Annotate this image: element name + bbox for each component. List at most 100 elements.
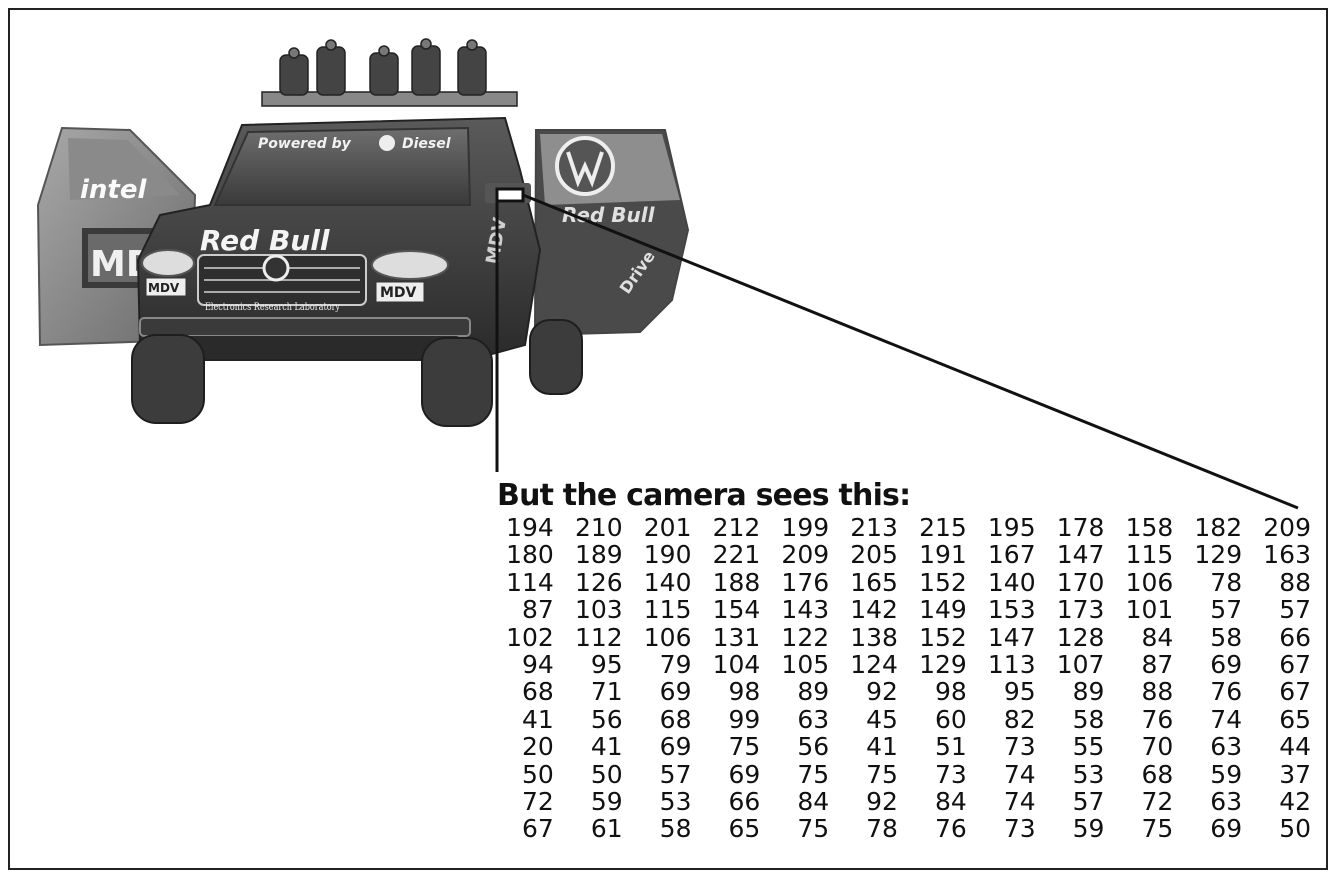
pixel-value-cell: 106	[1125, 567, 1174, 597]
pixel-value-cell: 59	[1210, 759, 1243, 789]
pixel-value-cell: 129	[919, 650, 967, 680]
pixel-value-cell: 37	[1279, 759, 1311, 789]
pixel-value-cell: 112	[574, 622, 623, 652]
pixel-value-cell: 84	[797, 787, 830, 817]
pixel-value-cell: 42	[1279, 787, 1311, 817]
pixel-value-cell: 75	[728, 732, 761, 762]
pixel-value-cell: 76	[1141, 704, 1174, 734]
matrix-row: 20 41 69 75 56 41 51 73 55 70 63 44	[485, 732, 1311, 762]
pixel-value-cell: 92	[866, 787, 898, 817]
pixel-value-cell: 92	[866, 677, 898, 707]
pixel-value-cell: 189	[574, 540, 623, 570]
matrix-row: 67 61 58 65 75 78 76 73 59 75 69 50	[485, 814, 1311, 844]
pixel-value-cell: 94	[522, 650, 554, 680]
pixel-value-cell: 158	[1125, 513, 1174, 542]
pixel-value-cell: 98	[728, 677, 761, 707]
wheels	[131, 319, 583, 427]
pixel-value-cell: 138	[850, 622, 898, 652]
pixel-value-cell: 58	[1210, 622, 1243, 652]
pixel-value-cell: 84	[1141, 622, 1174, 652]
matrix-row: 114 126 140 188 176 165 152 140 170 106 78 88	[485, 567, 1311, 597]
pixel-value-cell: 215	[919, 513, 967, 542]
pixel-value-cell: 205	[850, 540, 898, 570]
pixel-value-cell: 89	[1072, 677, 1105, 707]
diesel-label: Diesel	[402, 136, 451, 152]
pixel-value-cell: 195	[987, 513, 1036, 542]
pixel-value-cell: 95	[590, 650, 623, 680]
pixel-value-cell: 78	[1210, 567, 1243, 597]
pixel-value-cell: 63	[1210, 732, 1243, 762]
pixel-value-cell: 201	[643, 513, 692, 542]
matrix-row: 102 112 106 131 122 138 152 147 128 84 58 66	[485, 622, 1311, 652]
pixel-value-cell: 188	[712, 567, 761, 597]
right-mdv-badge: MDV	[380, 285, 417, 301]
pixel-value-cell: 72	[1141, 787, 1174, 817]
pixel-value-cell: 45	[866, 704, 898, 734]
pixel-value-cell: 210	[574, 513, 623, 542]
pixel-value-cell: 103	[574, 595, 623, 625]
pixel-value-cell: 56	[797, 732, 830, 762]
pixel-value-cell: 65	[728, 814, 761, 844]
pixel-value-cell: 98	[934, 677, 967, 707]
pixel-value-cell: 190	[643, 540, 692, 570]
pixel-value-cell: 82	[1003, 704, 1036, 734]
pixel-value-cell: 106	[643, 622, 692, 652]
pixel-value-cell: 113	[987, 650, 1036, 680]
pixel-value-cell: 126	[574, 567, 623, 597]
left-headlight	[141, 249, 195, 277]
pixel-value-cell: 107	[1056, 650, 1105, 680]
pixel-value-cell: 78	[866, 814, 898, 844]
pixel-value-cell: 74	[1003, 787, 1036, 817]
pixel-value-cell: 105	[781, 650, 830, 680]
pixel-value-cell: 95	[1003, 677, 1036, 707]
pixel-value-cell: 178	[1056, 513, 1105, 542]
pixel-value-cell: 75	[1141, 814, 1174, 844]
pixel-value-cell: 122	[781, 622, 830, 652]
pixel-value-cell: 74	[1210, 704, 1243, 734]
pixel-value-cell: 69	[728, 759, 761, 789]
door-redbull-logo: Red Bull	[562, 203, 656, 227]
pixel-value-cell: 63	[1210, 787, 1243, 817]
pixel-value-cell: 41	[590, 732, 623, 762]
pixel-value-cell: 129	[1194, 540, 1243, 570]
pixel-value-cell: 152	[919, 622, 967, 652]
pixel-value-cell: 68	[659, 704, 692, 734]
intel-logo: intel	[80, 175, 147, 205]
matrix-row: 50 50 57 69 75 75 73 74 53 68 59 37	[485, 759, 1311, 789]
pixel-value-cell: 180	[506, 540, 554, 570]
pixel-value-cell: 87	[1141, 650, 1174, 680]
pixel-value-cell: 74	[1003, 759, 1036, 789]
pixel-value-cell: 50	[1279, 814, 1311, 844]
roof-sensors	[261, 38, 518, 107]
matrix-row: 68 71 69 98 89 92 98 95 89 88 76 67	[485, 677, 1311, 707]
pixel-value-cell: 69	[659, 677, 692, 707]
diesel-badge-icon	[379, 135, 395, 151]
pixel-value-cell: 101	[1125, 595, 1174, 625]
pixel-value-cell: 53	[1072, 759, 1105, 789]
pixel-value-cell: 60	[934, 704, 967, 734]
car-body: Powered by Diesel Red Bull MDV MDV Elect…	[136, 116, 542, 361]
pixel-value-cell: 89	[797, 677, 830, 707]
powered-by-label: Powered by	[258, 136, 352, 152]
pixel-value-cell: 66	[1279, 622, 1311, 652]
pixel-value-cell: 55	[1072, 732, 1105, 762]
pixel-value-cell: 142	[850, 595, 898, 625]
pixel-value-cell: 67	[1279, 650, 1311, 680]
hood-redbull-logo: Red Bull	[200, 224, 330, 257]
pixel-value-cell: 69	[1210, 814, 1243, 844]
pixel-value-cell: 57	[1210, 595, 1243, 625]
pixel-value-cell: 44	[1279, 732, 1311, 762]
pixel-value-cell: 69	[1210, 650, 1243, 680]
pixel-value-cell: 209	[1263, 513, 1311, 542]
pixel-value-cell: 87	[522, 595, 554, 625]
pixel-value-cell: 56	[590, 704, 623, 734]
pixel-value-cell: 194	[506, 513, 554, 542]
matrix-row: 87 103 115 154 143 142 149 153 173 101 57 57	[485, 595, 1311, 625]
pixel-value-cell: 99	[728, 704, 761, 734]
pixel-value-cell: 41	[522, 704, 554, 734]
left-mdv-badge: MDV	[148, 281, 180, 295]
pixel-value-cell: 115	[643, 595, 692, 625]
pixel-value-cell: 67	[522, 814, 554, 844]
pixel-value-cell: 115	[1125, 540, 1174, 570]
